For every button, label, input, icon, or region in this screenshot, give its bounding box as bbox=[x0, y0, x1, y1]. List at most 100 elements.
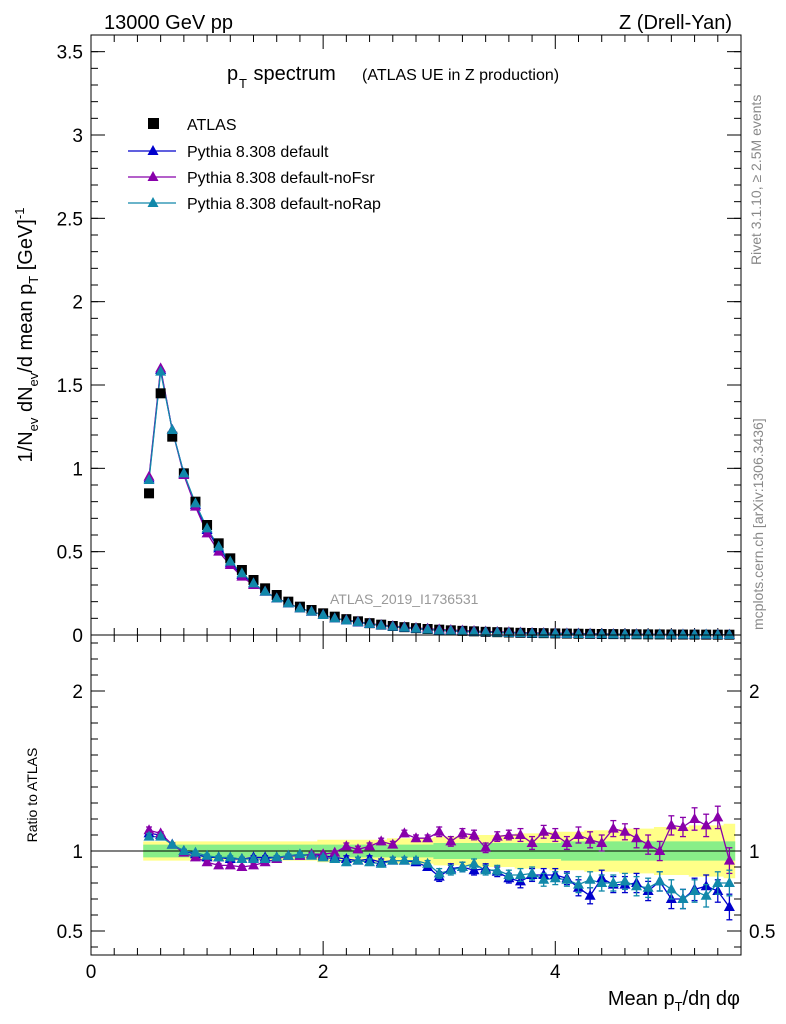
pythia-norap-ratio-point bbox=[654, 875, 666, 886]
pythia-nofsr-ratio-point bbox=[236, 861, 248, 871]
pythia-norap-ratio-point bbox=[584, 873, 596, 884]
pythia-norap-ratio-point bbox=[514, 869, 526, 879]
pythia-norap-point bbox=[282, 597, 294, 608]
pythia-nofsr-ratio-point bbox=[248, 859, 259, 870]
pythia-nofsr-ratio-point bbox=[398, 827, 410, 838]
pythia-nofsr-ratio-point bbox=[213, 859, 225, 870]
pythia-nofsr-ratio-point bbox=[619, 825, 631, 836]
pythia-norap-ratio-point bbox=[456, 861, 468, 871]
pythia-norap-ratio-point bbox=[491, 864, 503, 875]
pythia-norap-ratio-point bbox=[224, 851, 236, 862]
ratio-xtick-label: 4 bbox=[550, 962, 561, 983]
pythia-norap-ratio-point bbox=[526, 867, 538, 878]
pythia-nofsr-ratio-point bbox=[364, 840, 376, 851]
pythia-nofsr-ratio-point bbox=[631, 832, 643, 843]
pythia-nofsr-ratio-point bbox=[573, 829, 584, 839]
ratio-ytick-label: 1 bbox=[72, 842, 83, 863]
pythia-norap-ratio-point bbox=[317, 851, 329, 862]
pythia-norap-point bbox=[398, 621, 410, 632]
main-ytick-label: 2 bbox=[72, 293, 83, 314]
pythia-norap-point bbox=[654, 628, 666, 639]
main-ytick-label: 3 bbox=[72, 126, 83, 147]
main-ytick-label: 1 bbox=[72, 459, 83, 480]
pythia-norap-ratio-point bbox=[282, 849, 294, 860]
pythia-norap-ratio-point bbox=[433, 867, 445, 878]
pythia-norap-point bbox=[422, 623, 434, 634]
pythia-norap-ratio-point bbox=[596, 877, 608, 887]
pythia-nofsr-ratio-point bbox=[723, 854, 735, 865]
pythia-default-ratio-point bbox=[584, 889, 596, 900]
legend-marker-square bbox=[148, 118, 159, 129]
pythia-nofsr-ratio-point bbox=[584, 833, 596, 844]
legend-label: Pythia 8.308 default-noFsr bbox=[187, 170, 375, 187]
title-main: p bbox=[227, 63, 238, 85]
legend-label: ATLAS bbox=[187, 117, 237, 134]
pythia-norap-ratio-point bbox=[700, 889, 712, 900]
pythia-nofsr-ratio-point bbox=[201, 856, 213, 867]
pythia-norap-ratio-point bbox=[665, 883, 677, 894]
pythia-norap-ratio-point bbox=[549, 872, 561, 883]
ratio-panel: 0.5 0.5 1 1 2 2 0 2 4 bbox=[57, 634, 775, 983]
pythia-norap-ratio-point bbox=[677, 893, 689, 903]
pythia-norap-point bbox=[352, 616, 364, 627]
pythia-norap-ratio-point bbox=[689, 885, 701, 895]
pythia-norap-ratio-point bbox=[387, 854, 399, 865]
pythia-nofsr-ratio-point bbox=[433, 825, 445, 836]
pythia-norap-ratio-point bbox=[189, 846, 201, 857]
pythia-norap-ratio-point bbox=[619, 875, 631, 886]
pythia-norap-point bbox=[201, 522, 213, 533]
ratio-points bbox=[143, 805, 735, 921]
pythia-norap-point bbox=[259, 585, 271, 596]
main-ytick-label: 1.5 bbox=[57, 376, 83, 397]
ratio-ytick-label-right: 0.5 bbox=[749, 922, 775, 943]
legend-entry-pythia-norap: Pythia 8.308 default-noRap bbox=[128, 196, 381, 213]
pythia-norap-ratio-point bbox=[166, 838, 178, 849]
pythia-nofsr-ratio-point bbox=[596, 837, 608, 847]
ratio-ytick-label-right: 2 bbox=[749, 682, 760, 703]
main-panel: 0 0.5 1 1.5 2 2.5 3 3.5 bbox=[57, 34, 742, 647]
pythia-nofsr-ratio-point bbox=[561, 837, 573, 847]
pythia-nofsr-ratio-point bbox=[503, 829, 515, 839]
pythia-norap-point bbox=[468, 625, 480, 636]
pythia-norap-ratio-point bbox=[213, 851, 225, 862]
pythia-norap-point bbox=[294, 602, 306, 613]
header-left: 13000 GeV pp bbox=[104, 12, 233, 34]
plot-title: p T spectrum (ATLAS UE in Z production) bbox=[227, 63, 559, 91]
pythia-norap-ratio-point bbox=[503, 869, 515, 879]
pythia-default-ratio-point bbox=[723, 901, 735, 911]
pythia-norap-ratio-point bbox=[445, 864, 457, 875]
ratio-x-axis: 0 2 4 bbox=[86, 635, 742, 983]
pythia-nofsr-ratio-point bbox=[375, 835, 387, 846]
pythia-nofsr-ratio-point bbox=[689, 813, 701, 823]
header-right: Z (Drell-Yan) bbox=[619, 12, 732, 34]
pythia-norap-point bbox=[410, 622, 422, 633]
pythia-norap-point bbox=[224, 555, 236, 566]
pythia-norap-point bbox=[317, 609, 329, 619]
xlabel-part-a: Mean p bbox=[608, 988, 675, 1010]
ratio-xtick-label: 0 bbox=[86, 962, 97, 983]
main-ylabel: 1/Nev dNev/d mean pT [GeV]-1 bbox=[12, 208, 41, 463]
atlas-point bbox=[167, 431, 178, 442]
legend-entry-atlas: ATLAS bbox=[148, 117, 237, 134]
pythia-norap-ratio-point bbox=[364, 856, 376, 867]
ylabel-sub-T: T bbox=[26, 276, 41, 284]
pythia-norap-ratio-point bbox=[329, 853, 341, 863]
pythia-norap-ratio-point bbox=[468, 857, 480, 868]
pythia-norap-point bbox=[689, 628, 701, 639]
ylabel-part-a: 1/N bbox=[15, 431, 37, 462]
pythia-norap-ratio-point bbox=[538, 873, 550, 884]
pythia-nofsr-ratio-point bbox=[352, 843, 364, 854]
ylabel-part-c: /d mean p bbox=[15, 284, 37, 373]
pythia-nofsr-ratio-point bbox=[480, 841, 492, 852]
analysis-label: ATLAS_2019_I1736531 bbox=[330, 591, 479, 607]
pythia-norap-ratio-point bbox=[259, 853, 271, 863]
main-ytick-label: 2.5 bbox=[57, 209, 83, 230]
title-rest: spectrum bbox=[248, 63, 336, 85]
main-points bbox=[143, 362, 735, 640]
pythia-nofsr-ratio-point bbox=[642, 838, 654, 849]
legend: ATLAS Pythia 8.308 default Pythia 8.308 de… bbox=[128, 117, 381, 213]
pythia-norap-ratio-point bbox=[410, 854, 422, 865]
pythia-nofsr-ratio-point bbox=[468, 829, 480, 839]
title-small: (ATLAS UE in Z production) bbox=[362, 67, 559, 84]
pythia-norap-point bbox=[445, 624, 457, 635]
